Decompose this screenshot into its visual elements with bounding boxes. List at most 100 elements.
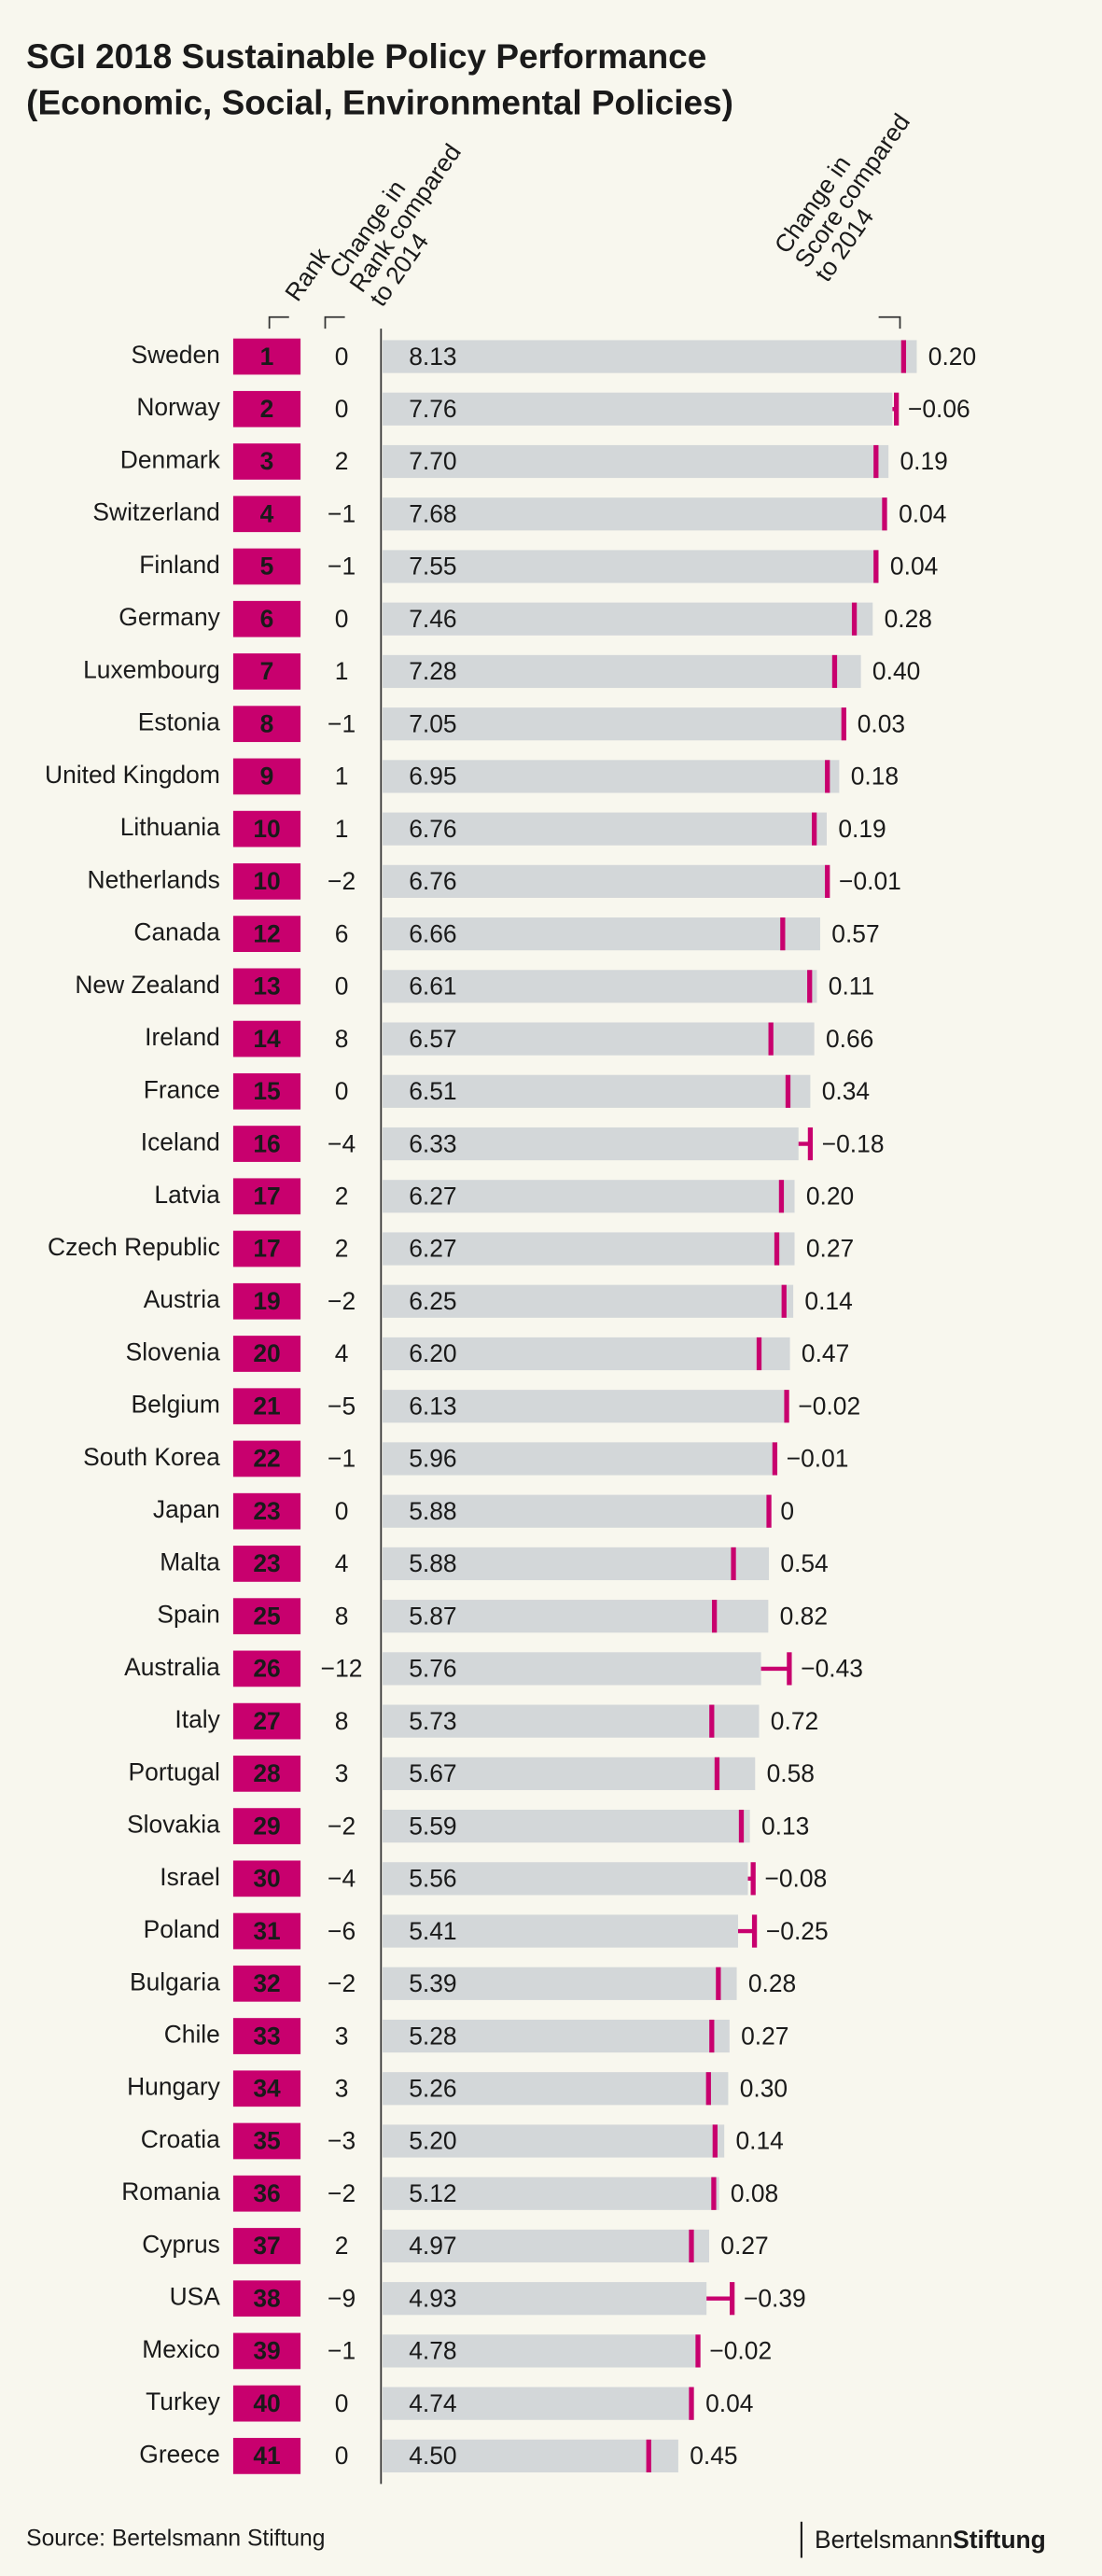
rank-box <box>232 1282 301 1320</box>
score-change-label: −0.39 <box>744 2284 806 2312</box>
change-tick <box>780 917 786 951</box>
rank-change: −3 <box>328 2127 356 2155</box>
country-label: Luxembourg <box>83 655 220 683</box>
rank-change: −2 <box>328 1287 356 1315</box>
rank-change: 8 <box>335 1025 349 1053</box>
rank-box <box>232 1650 301 1687</box>
country-label: Denmark <box>120 445 221 473</box>
rank: 22 <box>253 1445 280 1473</box>
rank: 29 <box>253 1812 280 1840</box>
bar <box>383 2334 697 2368</box>
rank-change: 6 <box>335 919 349 947</box>
bar <box>383 917 820 951</box>
rank: 38 <box>253 2284 280 2312</box>
rank-box <box>232 2070 301 2107</box>
score-change-label: 0.34 <box>822 1077 870 1105</box>
score-label: 4.97 <box>409 2232 456 2260</box>
bar <box>383 602 873 636</box>
rank: 25 <box>253 1602 280 1630</box>
score-change-label: 0.47 <box>802 1339 849 1367</box>
rank-box <box>232 706 301 743</box>
score-change-label: −0.02 <box>798 1392 860 1420</box>
bar <box>383 654 861 689</box>
rank-box <box>232 1020 301 1057</box>
rank: 21 <box>253 1392 280 1420</box>
bar <box>383 2439 678 2473</box>
rank-box <box>232 1072 301 1110</box>
score-label: 5.87 <box>409 1602 456 1630</box>
change-tick <box>772 1442 778 1476</box>
rank-change: −1 <box>328 499 356 527</box>
change-tick <box>751 1914 758 1948</box>
bar <box>383 1704 760 1738</box>
bar <box>383 444 889 479</box>
change-tick <box>712 2124 718 2158</box>
change-tick <box>750 1862 756 1896</box>
bar <box>383 1232 795 1266</box>
change-tick <box>689 2229 694 2263</box>
rank-change: −2 <box>328 1969 356 1997</box>
country-label: USA <box>170 2283 221 2311</box>
bar <box>383 1442 774 1476</box>
country-label: Portugal <box>129 1757 220 1785</box>
score-label: 5.96 <box>409 1445 456 1473</box>
source: Source: Bertelsmann Stiftung <box>26 2527 325 2552</box>
score-label: 5.26 <box>409 2074 456 2102</box>
change-tick <box>784 1390 789 1423</box>
bar <box>383 1127 799 1161</box>
score-label: 6.20 <box>409 1339 456 1367</box>
rank-change: −5 <box>328 1392 356 1420</box>
change-tick <box>705 2072 711 2106</box>
rank: 23 <box>253 1497 280 1525</box>
score-label: 6.66 <box>409 919 456 947</box>
change-tick <box>882 497 887 531</box>
score-change-label: 0.27 <box>720 2232 768 2260</box>
score-label: 6.13 <box>409 1392 456 1420</box>
score-label: 7.28 <box>409 657 456 685</box>
country-label: France <box>144 1075 220 1103</box>
score-change-label: −0.01 <box>787 1445 849 1473</box>
change-tick <box>873 444 879 479</box>
country-label: Poland <box>144 1915 220 1943</box>
score-change-label: 0.04 <box>890 553 938 581</box>
bar <box>383 1757 756 1790</box>
bar <box>383 1074 811 1108</box>
change-tick <box>646 2439 651 2473</box>
rank-change: 8 <box>335 1707 349 1735</box>
bar <box>383 812 828 846</box>
rank: 15 <box>253 1077 280 1105</box>
country-label: Norway <box>136 393 220 421</box>
rank-box <box>232 1912 301 1950</box>
score-change-label: 0.72 <box>771 1707 818 1735</box>
rank: 2 <box>260 395 274 423</box>
country-label: Sweden <box>131 341 219 369</box>
score-label: 5.88 <box>409 1497 456 1525</box>
change-tick <box>873 550 879 583</box>
bar <box>383 760 840 793</box>
rank-box <box>232 968 301 1005</box>
change-tick <box>689 2387 694 2420</box>
bracket <box>324 315 345 329</box>
bar <box>383 2229 709 2263</box>
score-change-label: 0.19 <box>838 815 886 843</box>
bracket <box>878 315 901 329</box>
country-label: Japan <box>153 1495 220 1523</box>
rank: 20 <box>253 1339 280 1367</box>
change-tick <box>825 760 830 793</box>
bar <box>383 2282 707 2316</box>
rank-change: 0 <box>335 2389 349 2417</box>
country-label: Lithuania <box>120 813 220 841</box>
rank: 9 <box>260 763 274 791</box>
score-change-label: 0.54 <box>780 1549 828 1577</box>
change-tick <box>731 1547 736 1581</box>
score-label: 5.12 <box>409 2179 456 2207</box>
rank-change: −9 <box>328 2284 356 2312</box>
rank-box <box>232 338 301 375</box>
rank-box <box>232 1388 301 1425</box>
bar <box>383 1390 786 1423</box>
rank-change: 0 <box>335 605 349 633</box>
change-tick <box>716 1967 721 2000</box>
rank-box <box>232 496 301 533</box>
country-label: Estonia <box>138 708 220 736</box>
score-label: 6.51 <box>409 1077 456 1105</box>
